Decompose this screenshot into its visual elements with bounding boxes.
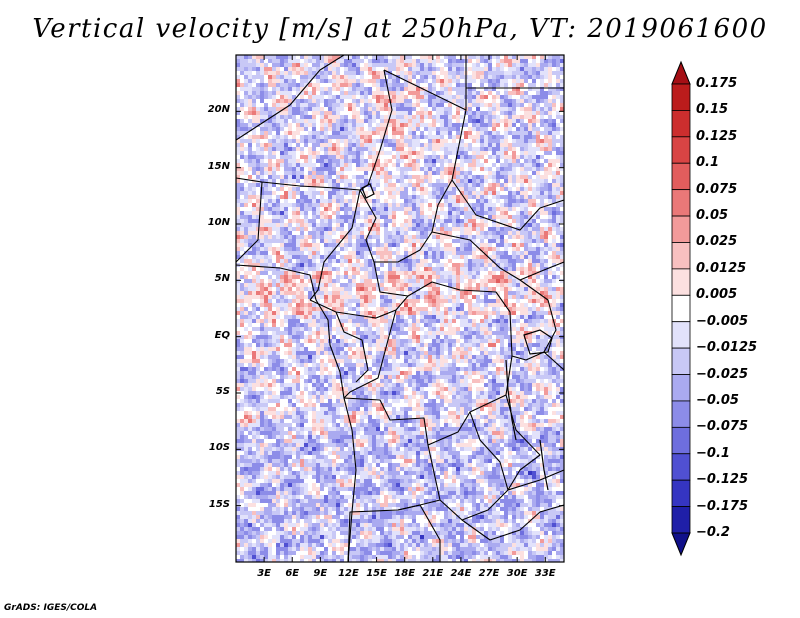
lat-label-5s: 5S [215, 386, 230, 397]
colorbar-label: 0.0125 [696, 260, 747, 276]
lake-chad [361, 183, 375, 199]
lat-label-15s: 15S [208, 498, 230, 510]
border-gabon [335, 311, 369, 383]
border-niger-nigeria [236, 177, 361, 191]
grads-credit: GrADS: IGES/COLA [4, 603, 98, 613]
lat-label-10n: 10N [207, 217, 230, 228]
border-namibia-botswana [397, 504, 441, 562]
colorbar-label: −0.125 [696, 472, 749, 488]
colorbar-label: 0.1 [696, 155, 720, 171]
lon-label-3e: 3E [257, 568, 271, 579]
axis-ticks [236, 55, 564, 562]
colorbar-swatch [671, 189, 691, 217]
colorbar-swatch [671, 242, 691, 270]
lake-tanganyika [505, 359, 517, 441]
border-uganda-kenya [511, 279, 557, 361]
colorbar-swatch [671, 479, 691, 507]
colorbar-label: −0.2 [696, 525, 730, 540]
colorbar-swatch [671, 426, 691, 455]
border-mozambique [507, 469, 564, 491]
lat-label-20n: 20N [207, 104, 230, 116]
colorbar-swatch [671, 453, 691, 481]
lon-label-30e: 30E [506, 568, 528, 579]
map-title: Vertical velocity [m/s] at 250hPa, VT: 2… [32, 14, 768, 44]
colorbar-label: 0.005 [696, 287, 738, 303]
border-libya-chad [236, 55, 345, 141]
border-cameroon-gabon [309, 299, 397, 319]
colorbar-swatch [671, 268, 691, 296]
lon-label-33e: 33E [534, 568, 556, 579]
lon-label-18e: 18E [394, 568, 416, 579]
colorbar-swatch [671, 374, 691, 402]
colorbar-label: −0.025 [696, 366, 749, 382]
lat-label-5n: 5N [214, 273, 230, 285]
lon-label-24e: 24E [450, 568, 472, 579]
lat-label-eq: EQ [214, 329, 230, 341]
border-south-sudan-north [451, 179, 564, 231]
colorbar-label: −0.075 [696, 419, 749, 435]
colorbar-label: 0.05 [696, 208, 729, 224]
colorbar-label: 0.175 [696, 76, 738, 91]
colorbar-label: −0.0125 [696, 340, 758, 356]
colorbar-label: −0.05 [696, 392, 739, 408]
lon-label-12e: 12E [338, 568, 359, 579]
colorbar-swatch [671, 83, 691, 111]
colorbar-swatch [671, 162, 691, 191]
lon-label-27e: 27E [478, 568, 500, 579]
border-nigeria-cameroon [309, 189, 361, 301]
border-angola-north [343, 394, 507, 446]
colorbar-label: 0.125 [696, 128, 738, 144]
border-tanzania [543, 351, 564, 371]
colorbar-swatch [671, 110, 691, 138]
lake-malawi [539, 439, 549, 491]
colorbar-label: −0.1 [696, 445, 730, 461]
map-frame [235, 54, 565, 563]
colorbar-label: 0.075 [696, 181, 738, 197]
border-south-sudan [431, 231, 564, 281]
vertical-velocity-field [236, 55, 564, 562]
colorbar-label: −0.005 [696, 313, 749, 329]
border-benin [236, 181, 263, 263]
colorbar-label: 0.025 [696, 234, 738, 250]
border-congo-drc [343, 295, 409, 399]
lon-label-21e: 21E [422, 568, 444, 579]
lake-victoria [523, 329, 553, 355]
colorbar-swatch [671, 321, 691, 349]
border-zimbabwe [461, 504, 564, 541]
colorbar-label: 0.15 [696, 102, 729, 118]
lon-label-6e: 6E [285, 568, 300, 579]
lon-label-15e: 15E [366, 568, 387, 579]
lat-label-15n: 15N [207, 160, 230, 172]
lon-label-9e: 9E [313, 568, 328, 579]
colorbar-swatch [671, 136, 691, 164]
coast-west-africa [236, 264, 357, 562]
border-car-drc [373, 261, 497, 297]
lakes [361, 183, 553, 491]
colorbar [671, 60, 691, 557]
colorbar-swatch [671, 294, 691, 323]
lat-label-10s: 10S [208, 442, 230, 454]
colorbar-swatch [671, 400, 691, 428]
colorbar-swatch [671, 506, 691, 534]
colorbar-swatch [671, 215, 691, 243]
colorbar-swatch [671, 347, 691, 375]
colorbar-bottom-arrow [671, 532, 691, 557]
colorbar-top-arrow [671, 60, 691, 85]
colorbar-label: −0.175 [696, 498, 749, 514]
